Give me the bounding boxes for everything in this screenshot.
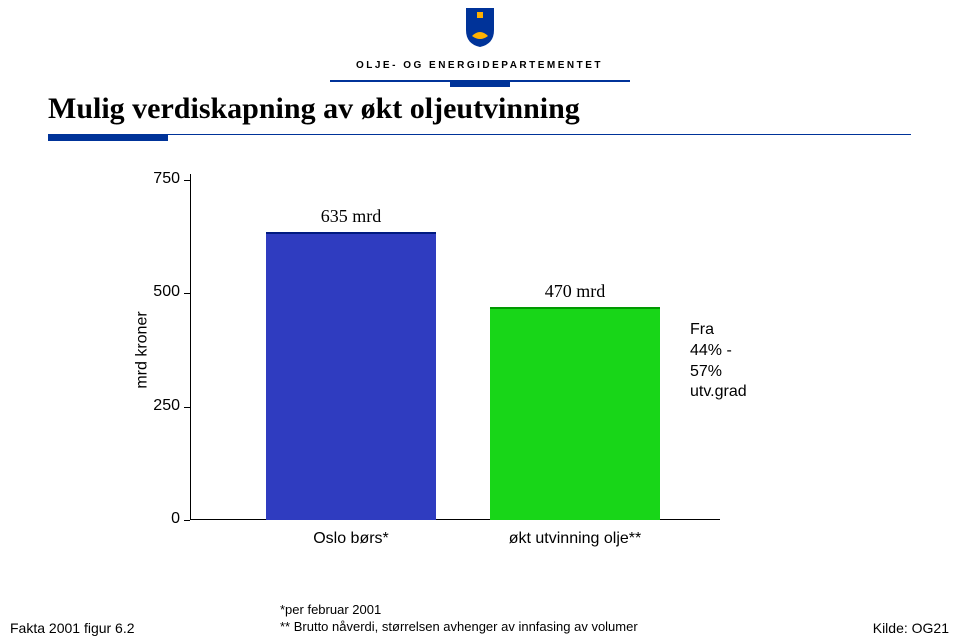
y-tick-mark xyxy=(184,407,190,408)
page-title: Mulig verdiskapning av økt oljeutvinning xyxy=(48,92,911,126)
footnote-1: *per februar 2001 xyxy=(280,601,638,619)
bar: 470 mrdøkt utvinning olje** xyxy=(490,307,660,520)
bar: 635 mrdOslo børs* xyxy=(266,232,436,520)
footnote-2: ** Brutto nåverdi, størrelsen avhenger a… xyxy=(280,618,638,636)
side-annotation-line2: utv.grad xyxy=(690,382,747,403)
bar-value-label: 470 mrd xyxy=(490,281,660,302)
department-name-line: OLJE- OG ENERGIDEPARTEMENTET xyxy=(0,55,959,73)
y-axis-overshoot xyxy=(190,174,191,180)
header: OLJE- OG ENERGIDEPARTEMENTET xyxy=(0,6,959,81)
bar-fill xyxy=(490,307,660,520)
footer-right: Kilde: OG21 xyxy=(873,620,949,636)
footer-left: Fakta 2001 figur 6.2 xyxy=(10,620,135,636)
department-name: OLJE- OG ENERGIDEPARTEMENTET xyxy=(356,60,603,71)
y-axis xyxy=(190,180,191,520)
x-category-label: økt utvinning olje** xyxy=(490,530,660,548)
bar-value-label: 635 mrd xyxy=(266,206,436,227)
title-area: Mulig verdiskapning av økt oljeutvinning xyxy=(48,92,911,142)
y-tick-mark xyxy=(184,520,190,521)
y-tick-label: 0 xyxy=(140,510,180,528)
y-tick-label: 750 xyxy=(140,170,180,188)
y-tick-label: 500 xyxy=(140,283,180,301)
footnotes: *per februar 2001 ** Brutto nåverdi, stø… xyxy=(280,601,638,636)
y-tick-label: 250 xyxy=(140,397,180,415)
bar-chart: mrd kroner Fra 44% - 57% utv.grad 0 250 50… xyxy=(110,160,810,560)
side-annotation: Fra 44% - 57% utv.grad xyxy=(690,320,747,403)
y-tick-mark xyxy=(184,293,190,294)
bar-fill xyxy=(266,232,436,520)
title-rule xyxy=(48,134,911,142)
y-axis-label: mrd kroner xyxy=(134,311,152,388)
department-underline xyxy=(330,75,630,81)
crest-icon xyxy=(462,6,498,53)
y-tick-mark xyxy=(184,180,190,181)
plot-area: mrd kroner Fra 44% - 57% utv.grad 025050… xyxy=(190,180,710,520)
side-annotation-line1: Fra 44% - 57% xyxy=(690,320,747,382)
x-category-label: Oslo børs* xyxy=(266,530,436,548)
